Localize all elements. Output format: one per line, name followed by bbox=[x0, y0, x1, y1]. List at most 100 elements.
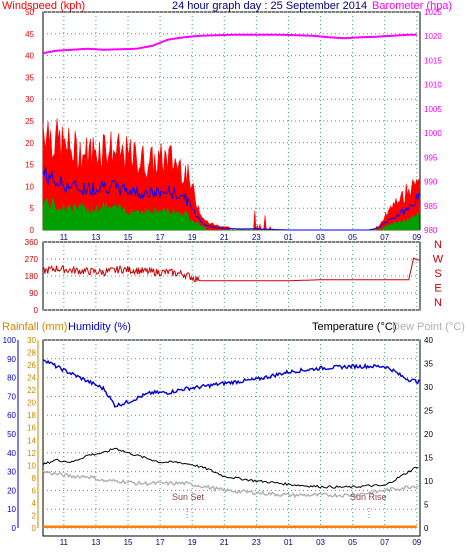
wind-xtick-0: 11 bbox=[60, 233, 69, 242]
dir-compass-0: N bbox=[434, 239, 442, 251]
wind-xtick-4: 19 bbox=[188, 233, 197, 242]
wind-direction-line bbox=[42, 257, 420, 283]
temp-xtick-0: 11 bbox=[60, 538, 69, 547]
dir-compass-1: W bbox=[433, 254, 444, 266]
dir-tick-1: 90 bbox=[29, 289, 38, 298]
humidity-tick-6: 60 bbox=[7, 411, 16, 420]
rainfall-tick-6: 12 bbox=[27, 449, 36, 458]
wind-right-tick-9: 1025 bbox=[424, 8, 442, 17]
rainfall-tick-4: 8 bbox=[32, 474, 37, 483]
rainfall-tick-0: 0 bbox=[32, 524, 37, 533]
dir-tick-3: 270 bbox=[25, 255, 39, 264]
temp-xtick-3: 17 bbox=[156, 538, 165, 547]
temp-xtick-8: 03 bbox=[316, 538, 325, 547]
temp-xtick-4: 19 bbox=[188, 538, 197, 547]
wind-xtick-9: 05 bbox=[348, 233, 357, 242]
wind-left-tick-4: 20 bbox=[25, 139, 34, 148]
wind-left-tick-6: 30 bbox=[25, 95, 34, 104]
temp-xtick-1: 13 bbox=[91, 538, 100, 547]
barometer-title: Barometer (hpa) bbox=[372, 0, 452, 12]
wind-right-tick-4: 1000 bbox=[424, 129, 442, 138]
dir-compass-3: E bbox=[434, 283, 441, 295]
temperature-tick-8: 40 bbox=[424, 336, 433, 345]
temperature-line bbox=[42, 447, 419, 489]
humidity-tick-3: 30 bbox=[7, 468, 16, 477]
temp-xtick-5: 21 bbox=[220, 538, 229, 547]
wind-xtick-11: 09 bbox=[412, 233, 421, 242]
temperature-series-layer bbox=[42, 359, 420, 528]
temperature-tick-4: 20 bbox=[424, 430, 433, 439]
axis-labels-layer: 0510152025303540455098098599099510001005… bbox=[3, 8, 444, 547]
dir-compass-4: N bbox=[434, 297, 442, 309]
temp-xtick-6: 23 bbox=[252, 538, 261, 547]
wind-left-tick-7: 35 bbox=[25, 73, 34, 82]
temp-xtick-10: 07 bbox=[380, 538, 389, 547]
humidity-tick-5: 50 bbox=[7, 430, 16, 439]
wind-left-tick-2: 10 bbox=[25, 182, 34, 191]
wind-series-layer bbox=[42, 33, 420, 231]
dewpoint-line bbox=[42, 470, 419, 499]
wind-xtick-7: 01 bbox=[284, 233, 293, 242]
direction-series-layer bbox=[42, 257, 420, 283]
wind-right-tick-5: 1005 bbox=[424, 105, 442, 114]
rainfall-tick-12: 24 bbox=[27, 374, 36, 383]
wind-left-tick-8: 40 bbox=[25, 52, 34, 61]
wind-left-tick-1: 5 bbox=[30, 204, 35, 213]
dir-compass-2: S bbox=[434, 268, 441, 280]
temperature-tick-1: 5 bbox=[424, 501, 429, 510]
temp-xtick-7: 01 bbox=[284, 538, 293, 547]
dir-tick-2: 180 bbox=[25, 272, 39, 281]
temp-xtick-11: 09 bbox=[412, 538, 421, 547]
humidity-tick-1: 10 bbox=[7, 505, 16, 514]
wind-right-tick-8: 1020 bbox=[424, 32, 442, 41]
humidity-line bbox=[42, 359, 420, 408]
sun-rise-label: Sun Rise bbox=[350, 492, 387, 502]
rainfall-title: Rainfall (mm) bbox=[2, 321, 67, 333]
temperature-tick-7: 35 bbox=[424, 360, 433, 369]
wind-left-tick-9: 45 bbox=[25, 30, 34, 39]
wind-left-tick-10: 50 bbox=[25, 8, 34, 17]
rainfall-tick-8: 16 bbox=[27, 424, 36, 433]
wind-left-tick-0: 0 bbox=[30, 226, 35, 235]
rainfall-tick-11: 22 bbox=[27, 386, 36, 395]
humidity-tick-0: 0 bbox=[12, 524, 17, 533]
temperature-tick-3: 15 bbox=[424, 454, 433, 463]
rainfall-tick-9: 18 bbox=[27, 411, 36, 420]
wind-right-tick-2: 990 bbox=[424, 178, 438, 187]
wind-right-tick-3: 995 bbox=[424, 153, 438, 162]
humidity-tick-4: 40 bbox=[7, 449, 16, 458]
direction-grid bbox=[43, 241, 420, 311]
wind-right-tick-0: 980 bbox=[424, 226, 438, 235]
humidity-tick-2: 20 bbox=[7, 486, 16, 495]
humidity-tick-10: 100 bbox=[3, 336, 17, 345]
humidity-tick-7: 70 bbox=[7, 392, 16, 401]
rainfall-tick-1: 2 bbox=[32, 511, 37, 520]
barometer-line bbox=[42, 33, 417, 55]
humidity-title: Humidity (%) bbox=[68, 321, 131, 333]
wind-xtick-6: 23 bbox=[252, 233, 261, 242]
rainfall-tick-13: 26 bbox=[27, 361, 36, 370]
humidity-tick-8: 80 bbox=[7, 374, 16, 383]
rainfall-tick-7: 14 bbox=[27, 436, 36, 445]
rainfall-tick-2: 4 bbox=[32, 499, 37, 508]
wind-right-tick-6: 1010 bbox=[424, 81, 442, 90]
wind-xtick-10: 07 bbox=[380, 233, 389, 242]
wind-left-tick-5: 25 bbox=[25, 117, 34, 126]
humidity-tick-9: 90 bbox=[7, 355, 16, 364]
sun-set-label: Sun Set bbox=[172, 492, 205, 502]
temperature-tick-5: 25 bbox=[424, 407, 433, 416]
wind-xtick-5: 21 bbox=[220, 233, 229, 242]
wind-xtick-2: 15 bbox=[124, 233, 133, 242]
wind-xtick-1: 13 bbox=[91, 233, 100, 242]
windspeed-title: Windspeed (kph) bbox=[2, 0, 85, 12]
temperature-title: Temperature (°C) bbox=[312, 321, 396, 333]
rainfall-tick-10: 20 bbox=[27, 399, 36, 408]
rainfall-tick-5: 10 bbox=[27, 461, 36, 470]
windspeed-average-line bbox=[42, 166, 420, 231]
wind-left-tick-3: 15 bbox=[25, 161, 34, 170]
dir-tick-4: 360 bbox=[25, 238, 39, 247]
wind-right-tick-7: 1015 bbox=[424, 56, 442, 65]
dewpoint-title: Dew Point (°C) bbox=[392, 321, 465, 333]
